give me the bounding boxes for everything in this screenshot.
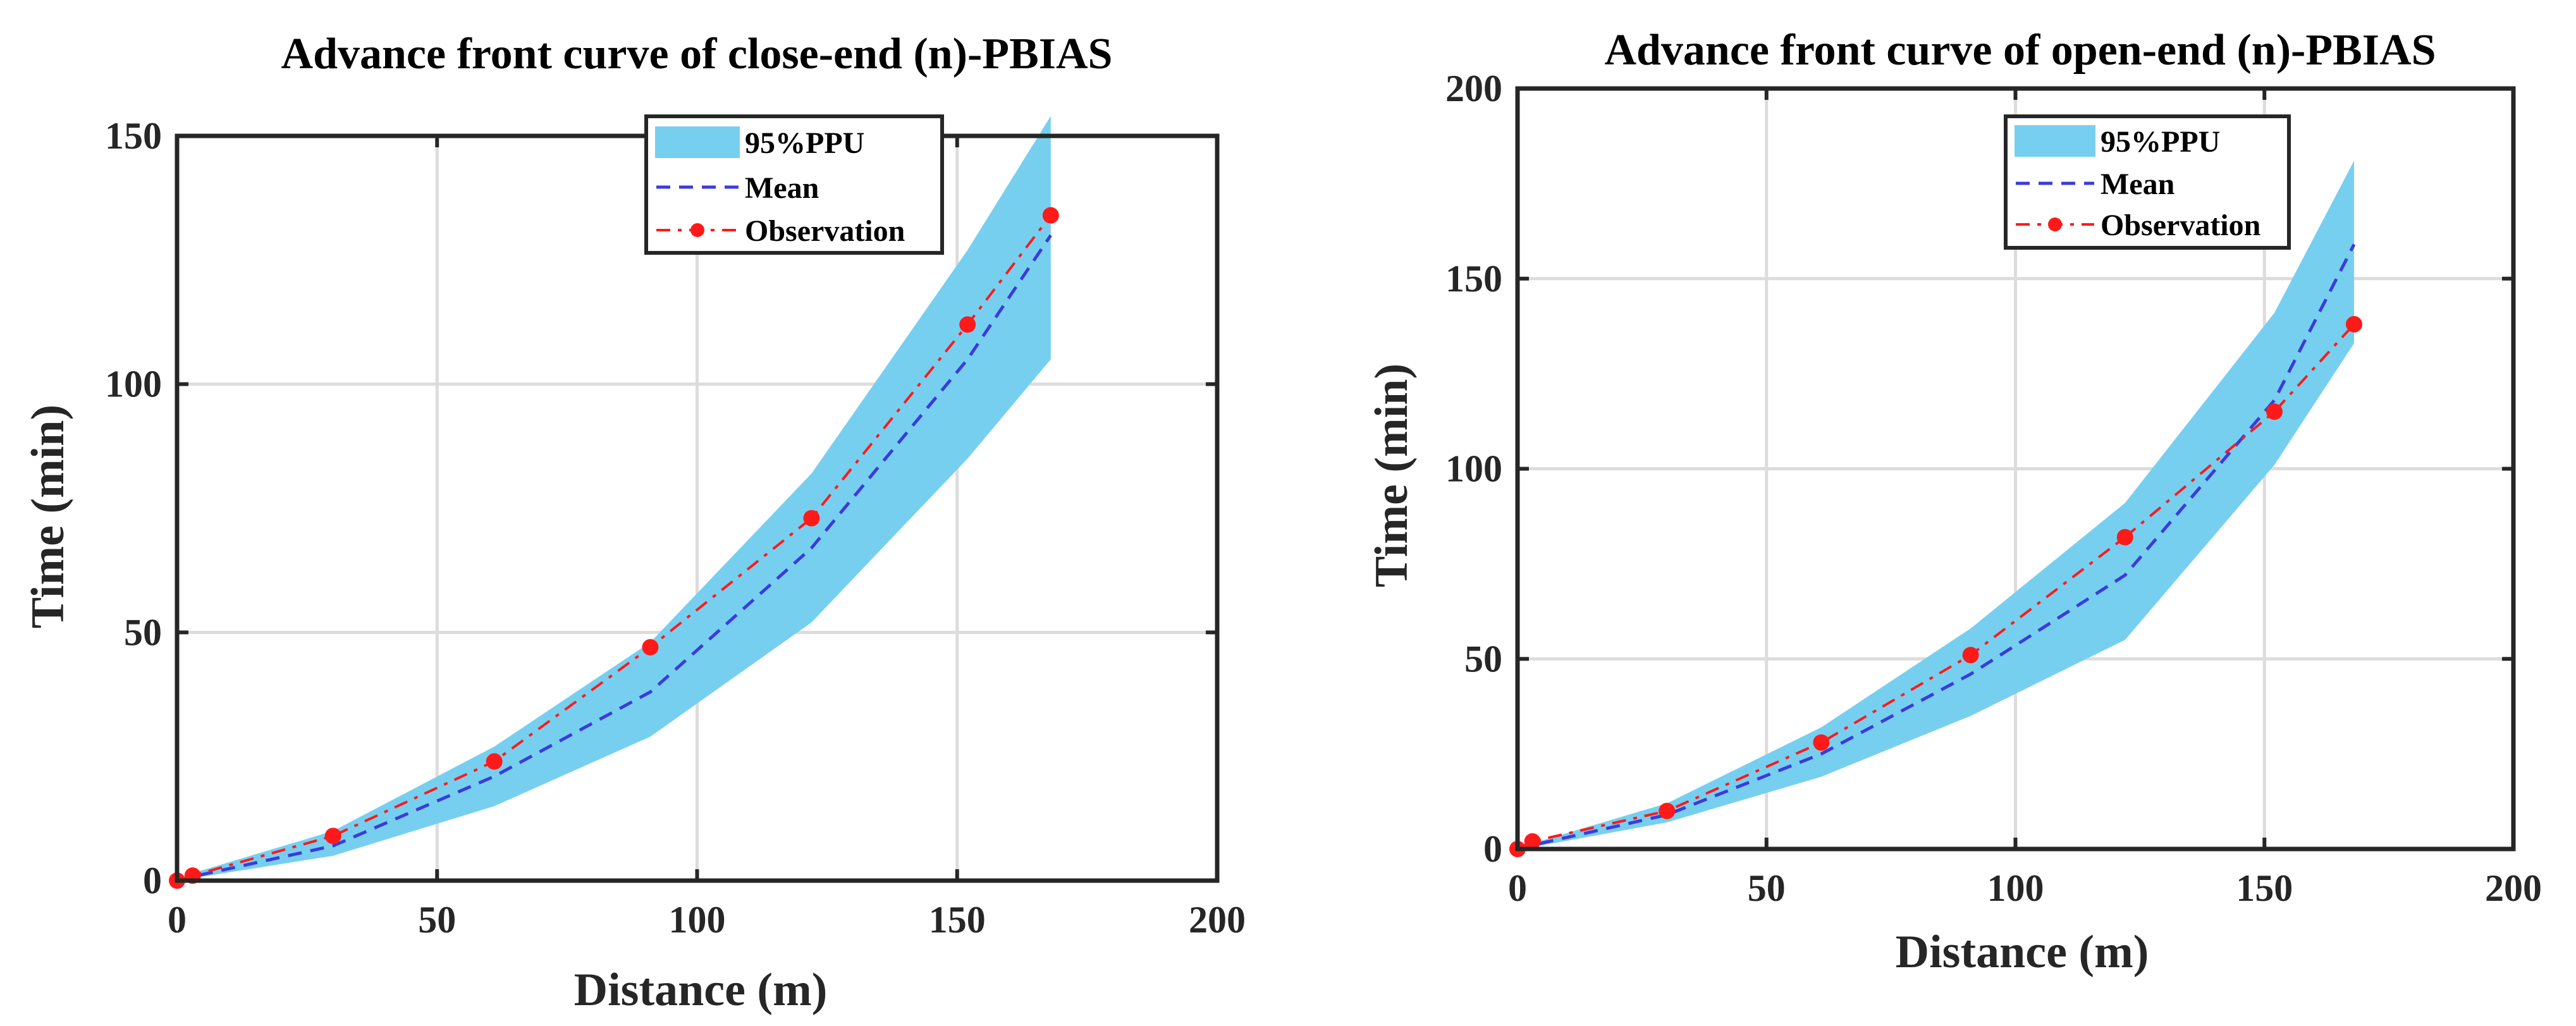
observation-point xyxy=(486,753,503,770)
legend-label-mean: Mean xyxy=(2101,168,2174,201)
legend: 95%PPU Mean Observation xyxy=(644,114,944,255)
tick-marks xyxy=(1516,87,2515,851)
legend-observation-marker xyxy=(2048,217,2062,231)
legend-label-observation: Observation xyxy=(745,214,905,248)
x-tick-label: 150 xyxy=(929,899,986,941)
x-tick-label: 50 xyxy=(1748,867,1786,909)
x-tick-label: 200 xyxy=(2485,867,2542,909)
y-tick-label: 0 xyxy=(143,860,162,901)
legend-swatch-ppu xyxy=(2015,125,2095,157)
chart-title: Advance front curve of close-end (n)-PBI… xyxy=(281,30,1113,78)
y-tick-labels: 0 50 100 150 xyxy=(105,115,162,901)
observation-line xyxy=(1517,323,2355,850)
y-tick-labels: 0 50 100 150 200 xyxy=(1445,68,1502,870)
y-axis-label: Time (min) xyxy=(22,405,74,628)
observation-point xyxy=(324,828,341,845)
observation-points xyxy=(1509,315,2362,857)
legend-label-ppu: 95%PPU xyxy=(2101,125,2220,159)
observation-line xyxy=(176,214,1052,882)
x-tick-label: 200 xyxy=(1189,899,1246,941)
observation-point xyxy=(1813,734,1830,751)
observation-point xyxy=(2116,528,2133,546)
x-tick-label: 150 xyxy=(2236,867,2293,909)
y-tick-label: 150 xyxy=(1445,258,1502,300)
y-tick-label: 50 xyxy=(124,611,162,653)
legend-label-observation: Observation xyxy=(2101,209,2260,242)
legend-swatch-ppu xyxy=(655,126,740,158)
observation-point xyxy=(803,510,820,527)
x-tick-label: 50 xyxy=(418,899,456,941)
mean-line xyxy=(1517,243,2356,851)
chart-title: Advance front curve of open-end (n)-PBIA… xyxy=(1604,26,2436,75)
x-axis-label: Distance (m) xyxy=(574,964,828,1016)
x-tick-label: 100 xyxy=(1987,867,2044,909)
observation-point xyxy=(2346,315,2362,333)
observation-point xyxy=(2266,403,2283,420)
chart-close-end: Advance front curve of close-end (n)-PBI… xyxy=(22,30,1246,1016)
x-tick-label: 0 xyxy=(1508,867,1527,909)
legend-label-mean: Mean xyxy=(745,171,819,205)
y-tick-label: 100 xyxy=(105,363,162,405)
y-tick-label: 150 xyxy=(105,115,162,157)
y-tick-label: 200 xyxy=(1445,68,1502,109)
x-tick-label: 100 xyxy=(669,899,726,941)
observation-point xyxy=(959,316,976,333)
chart-open-end: Advance front curve of open-end (n)-PBIA… xyxy=(1366,26,2542,978)
y-tick-label: 0 xyxy=(1483,828,1502,870)
observation-point xyxy=(1962,647,1979,664)
x-axis-label: Distance (m) xyxy=(1896,926,2149,978)
observation-point xyxy=(1659,802,1676,819)
legend-observation-marker xyxy=(690,223,704,237)
x-tick-labels: 0 50 100 150 200 xyxy=(168,899,1246,941)
legend: 95%PPU Mean Observation xyxy=(2004,114,2291,250)
legend-label-ppu: 95%PPU xyxy=(745,126,864,160)
x-tick-labels: 0 50 100 150 200 xyxy=(1508,867,2542,909)
ppu-band xyxy=(1518,161,2354,849)
y-tick-label: 100 xyxy=(1445,448,1502,490)
observation-point xyxy=(1524,833,1541,850)
y-tick-label: 50 xyxy=(1464,638,1502,680)
observation-point xyxy=(642,638,659,656)
observation-point xyxy=(1042,207,1059,224)
x-tick-label: 0 xyxy=(168,899,187,941)
y-axis-label: Time (min) xyxy=(1366,363,1418,587)
tick-marks xyxy=(175,134,1219,882)
observation-points xyxy=(169,207,1059,889)
ppu-band xyxy=(177,116,1051,881)
